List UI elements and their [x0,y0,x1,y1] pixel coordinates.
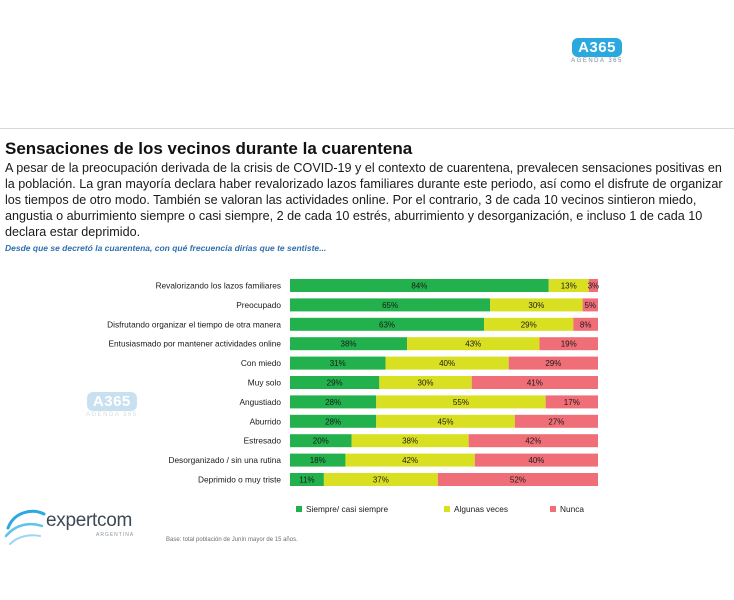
bar-segment [545,395,598,409]
data-label: 40% [439,359,455,368]
data-label: 18% [310,456,326,465]
data-label: 11% [299,476,314,485]
data-label: 55% [453,398,469,407]
data-label: 38% [341,340,357,349]
legend-entry: Siempre/ casi siempre [306,504,388,514]
data-label: 29% [521,320,537,329]
bar-segment [290,473,324,486]
data-label: 13% [561,282,577,291]
data-label: 17% [564,398,580,407]
data-label: 45% [438,417,454,426]
slide-title: Sensaciones de los vecinos durante la cu… [5,139,413,158]
legend-entry: Algunas veces [454,504,508,514]
category-label: Preocupado [236,300,281,310]
data-label: 5% [585,301,597,310]
category-label: Estresado [244,436,282,446]
bar-segment [351,434,469,448]
bar-segment [290,414,377,428]
data-label: 37% [373,476,389,485]
data-label: 65% [382,301,398,310]
legend-swatch [444,506,450,512]
data-label: 28% [325,398,341,407]
bar-segment [484,317,574,331]
data-label: 30% [528,301,544,310]
category-label: Entusiasmado por mantener actividades on… [109,339,282,349]
bar-segment [474,453,598,467]
bar-segment [290,298,491,312]
category-label: Desorganizado / sin una rutina [168,455,281,465]
base-note: Base: total población de Junín mayor de … [166,537,298,543]
bar-segment [290,337,408,351]
watermark-badge: A365 [86,392,137,411]
a365-watermark: A365 AGENDA 365 [86,392,138,418]
data-label: 3% [588,282,600,291]
bar-segment [290,376,380,389]
category-label: Deprimido o muy triste [198,475,281,485]
survey-question: Desde que se decretó la cuarentena, con … [5,243,327,253]
data-label: 38% [402,437,418,446]
data-label: 42% [525,437,541,446]
data-label: 19% [561,340,577,349]
bar-segment [437,473,598,486]
data-label: 31% [330,359,346,368]
bar-segment [588,279,598,292]
data-label: 27% [548,417,564,426]
bar-segment [573,317,598,331]
data-label: 84% [411,282,427,291]
category-label: Disfrutando organizar el tiempo de otra … [107,319,281,329]
bar-segment [376,395,546,409]
data-label: 29% [545,359,561,368]
category-label: Con miedo [241,358,282,368]
data-label: 8% [580,320,592,329]
a365-logo-subtitle: AGENDA 365 [571,58,623,64]
data-label: 41% [527,379,543,388]
data-label: 30% [418,379,434,388]
bar-segment [514,414,598,428]
expertcom-logo-icon [4,509,46,545]
a365-logo: A365 AGENDA 365 [568,38,626,64]
expertcom-logo-text: expertcom [46,510,133,531]
bar-segment [323,473,438,486]
bar-segment [345,453,475,467]
bar-segment [290,279,549,292]
bar-segment [376,414,515,428]
bar-segment [471,376,598,389]
data-label: 63% [379,320,395,329]
category-label: Revalorizando los lazos familiares [156,281,281,291]
expertcom-logo-subtitle: ARGENTINA [96,532,135,538]
bar-segment [290,356,386,370]
bar-segment [508,356,598,370]
bar-segment [290,395,377,409]
category-label: Angustiado [239,397,281,407]
data-label: 43% [465,340,481,349]
data-label: 29% [327,379,343,388]
bar-segment [379,376,472,389]
legend-swatch [296,506,302,512]
bar-segment [548,279,589,292]
watermark-subtitle: AGENDA 365 [86,412,138,418]
data-label: 52% [510,476,526,485]
a365-logo-badge: A365 [572,38,622,57]
bar-segment [539,337,598,351]
bar-segment [582,298,598,312]
bar-segment [290,317,485,331]
bar-segment [407,337,540,351]
slide-body-text: A pesar de la preocupación derivada de l… [5,161,723,239]
category-label: Muy solo [248,378,282,388]
bar-segment [385,356,509,370]
bar-segment [490,298,583,312]
data-label: 28% [325,417,341,426]
category-label: Aburrido [250,416,282,426]
data-label: 20% [313,437,329,446]
data-label: 42% [402,456,418,465]
bar-segment [290,434,352,448]
legend-entry: Nunca [560,504,584,514]
bar-segment [468,434,598,448]
bar-segment [290,453,346,467]
data-label: 40% [528,456,544,465]
legend-swatch [550,506,556,512]
